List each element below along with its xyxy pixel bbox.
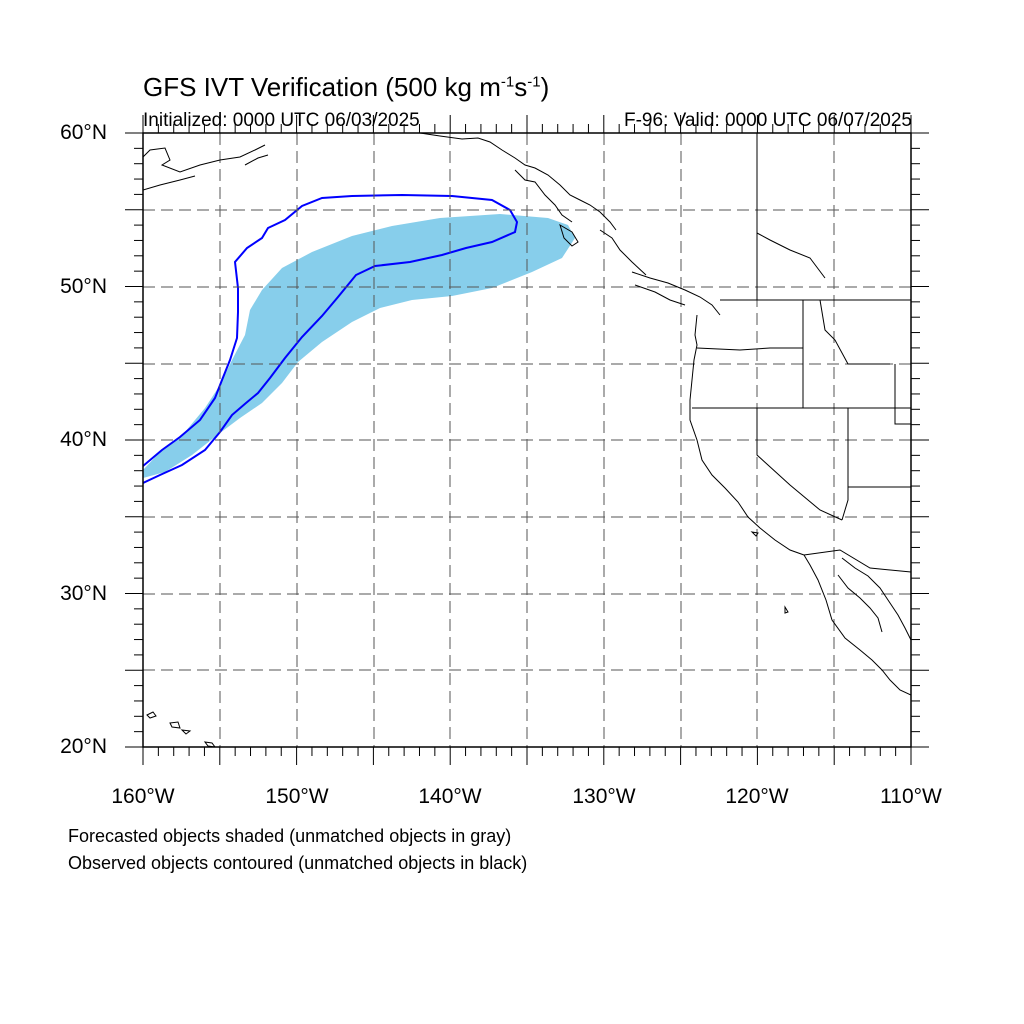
lon-label-120w: 120°W (725, 785, 789, 808)
lon-label-150w: 150°W (265, 785, 329, 808)
chart-title: GFS IVT Verification (500 kg m-1s-1) (143, 72, 550, 102)
lon-label-140w: 140°W (418, 785, 482, 808)
lon-label-160w: 160°W (111, 785, 175, 808)
lat-label-40n: 40°N (60, 428, 107, 451)
lat-label-50n: 50°N (60, 275, 107, 298)
lon-label-130w: 130°W (572, 785, 636, 808)
initialized-time: Initialized: 0000 UTC 06/03/2025 (143, 110, 420, 131)
lon-label-110w: 110°W (880, 785, 942, 808)
axis-ticks (125, 115, 929, 765)
lat-label-20n: 20°N (60, 735, 107, 758)
coastlines (143, 133, 911, 747)
gridlines (143, 133, 911, 747)
political-boundaries (692, 133, 911, 573)
forecast-ivt-object (143, 214, 575, 478)
valid-time: F-96: Valid: 0000 UTC 06/07/2025 (624, 110, 912, 131)
footnote-observed: Observed objects contoured (unmatched ob… (68, 853, 528, 873)
lat-label-30n: 30°N (60, 582, 107, 605)
lat-label-60n: 60°N (60, 121, 107, 144)
footnote-forecast: Forecasted objects shaded (unmatched obj… (68, 826, 512, 846)
